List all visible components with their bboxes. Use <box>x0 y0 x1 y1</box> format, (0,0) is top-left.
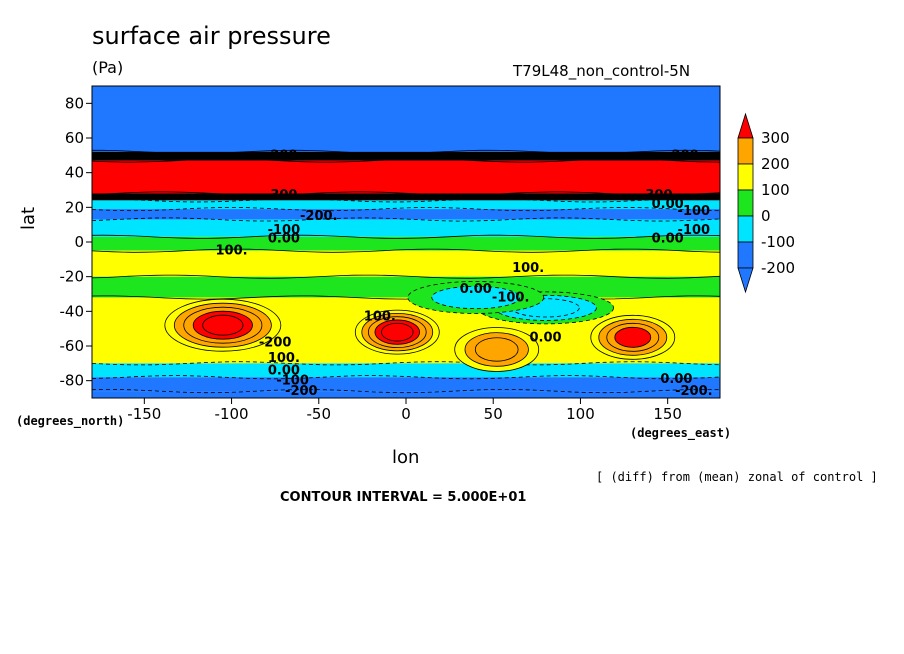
contour-label-13: -200. <box>300 209 337 224</box>
contour-label-4: 100. <box>364 310 396 325</box>
low-cell-1-level--100 <box>431 285 521 310</box>
y-tick-label-0: -80 <box>60 372 85 390</box>
high-cell-2-level-250 <box>614 326 652 348</box>
colorbar-segment-0 <box>737 137 754 165</box>
colorbar-segment-3 <box>737 215 754 243</box>
contour-label-11: 0.00 <box>660 372 692 387</box>
x-tick-label-2: -50 <box>307 405 332 423</box>
y-tick-label-1: -60 <box>60 337 85 355</box>
y-tick-label-7: 60 <box>65 129 84 147</box>
diff-note: [ (diff) from (mean) zonal of control ] <box>596 470 878 484</box>
lat-band-0 <box>92 86 720 156</box>
colorbar-segment-2 <box>737 189 754 217</box>
x-tick-label-5: 100 <box>566 405 595 423</box>
colorbar-arrow-top <box>737 112 754 139</box>
y-tick-label-4: 0 <box>74 233 84 251</box>
contour-label-5: 0.00 <box>530 330 562 345</box>
contour-label-1: 100. <box>512 261 544 276</box>
lat-band-9 <box>92 276 720 298</box>
colorbar-arrow-bottom <box>737 267 754 294</box>
x-tick-label-1: -100 <box>215 405 249 423</box>
colorbar-label-4: -100 <box>761 233 795 251</box>
colorbar-segment-1 <box>737 163 754 191</box>
lat-band-12 <box>92 377 720 392</box>
contour-label-23: 200 <box>672 148 699 163</box>
colorbar-segment-4 <box>737 241 754 269</box>
contour-label-8: 0.00 <box>268 363 300 378</box>
y-tick-label-6: 40 <box>65 164 84 182</box>
y-tick-label-8: 80 <box>65 94 84 112</box>
colorbar-label-3: 0 <box>761 207 771 225</box>
high-cell-0-level-300 <box>202 314 244 336</box>
contour-line-10 <box>92 295 720 300</box>
contour-label-2: 0.00 <box>460 282 492 297</box>
colorbar-label-0: 300 <box>761 129 790 147</box>
contour-label-3: -100. <box>492 290 529 305</box>
contour-label-22: 200 <box>270 148 297 163</box>
contour-label-15: 0.00 <box>268 232 300 247</box>
chart-title: surface air pressure <box>92 22 331 50</box>
contour-label-0: 100. <box>216 244 248 259</box>
contour-line-7 <box>92 234 720 239</box>
contour-interval: CONTOUR INTERVAL = 5.000E+01 <box>280 490 527 505</box>
lat-band-3 <box>92 193 720 201</box>
contour-label-7: 100. <box>268 351 300 366</box>
contour-label-14: -100 <box>268 223 301 238</box>
colorbar-label-1: 200 <box>761 155 790 173</box>
contour-label-16: 0.00 <box>652 232 684 247</box>
y-tick-label-2: -40 <box>60 302 85 320</box>
contour-line-8 <box>92 248 720 253</box>
contour-line-9 <box>92 274 720 279</box>
contour-line-2 <box>92 158 720 163</box>
x-units-note: (degrees_north) <box>16 414 125 428</box>
colorbar-label-5: -200 <box>761 259 795 277</box>
contour-label-18: 0.00 <box>652 197 684 212</box>
run-name: T79L48_non_control-5N <box>513 62 691 80</box>
lat-band-1 <box>92 151 720 161</box>
high-cell-1-level-300 <box>381 322 414 342</box>
lat-band-2 <box>92 160 720 194</box>
y-tick-label-3: -20 <box>60 268 85 286</box>
lat-band-11 <box>92 363 720 378</box>
contour-label-12: -200. <box>675 384 712 399</box>
contour-label-20: 300 <box>270 188 297 203</box>
x-axis-label: lon <box>392 447 420 468</box>
lat-band-4 <box>92 200 720 210</box>
y-units-note: (degrees_east) <box>630 426 732 440</box>
contour-label-10: -200 <box>285 384 318 399</box>
contour-label-21: 300 <box>645 188 672 203</box>
lat-band-6 <box>92 219 720 237</box>
high-cell-3-level-200 <box>474 337 519 362</box>
x-tick-label-6: 150 <box>653 405 682 423</box>
colorbar-label-2: 100 <box>761 181 790 199</box>
contour-line-1 <box>92 149 720 154</box>
contour-label-19: -100 <box>678 204 711 219</box>
contour-label-6: -200 <box>259 336 292 351</box>
x-tick-label-0: -150 <box>127 405 161 423</box>
lat-band-7 <box>92 236 720 251</box>
lat-band-13 <box>92 391 720 398</box>
contour-line-3 <box>92 191 720 196</box>
lat-band-8 <box>92 250 720 277</box>
y-tick-label-5: 20 <box>65 198 84 216</box>
chart-units: (Pa) <box>92 58 124 77</box>
contour-label-17: -100 <box>678 223 711 238</box>
plot-area: 100.100.0.00-100.100.0.00-200100.0.00-10… <box>92 86 720 399</box>
lat-band-5 <box>92 209 720 220</box>
x-tick-label-3: 0 <box>401 405 411 423</box>
x-tick-label-4: 50 <box>484 405 503 423</box>
contour-label-9: -100 <box>276 374 309 389</box>
